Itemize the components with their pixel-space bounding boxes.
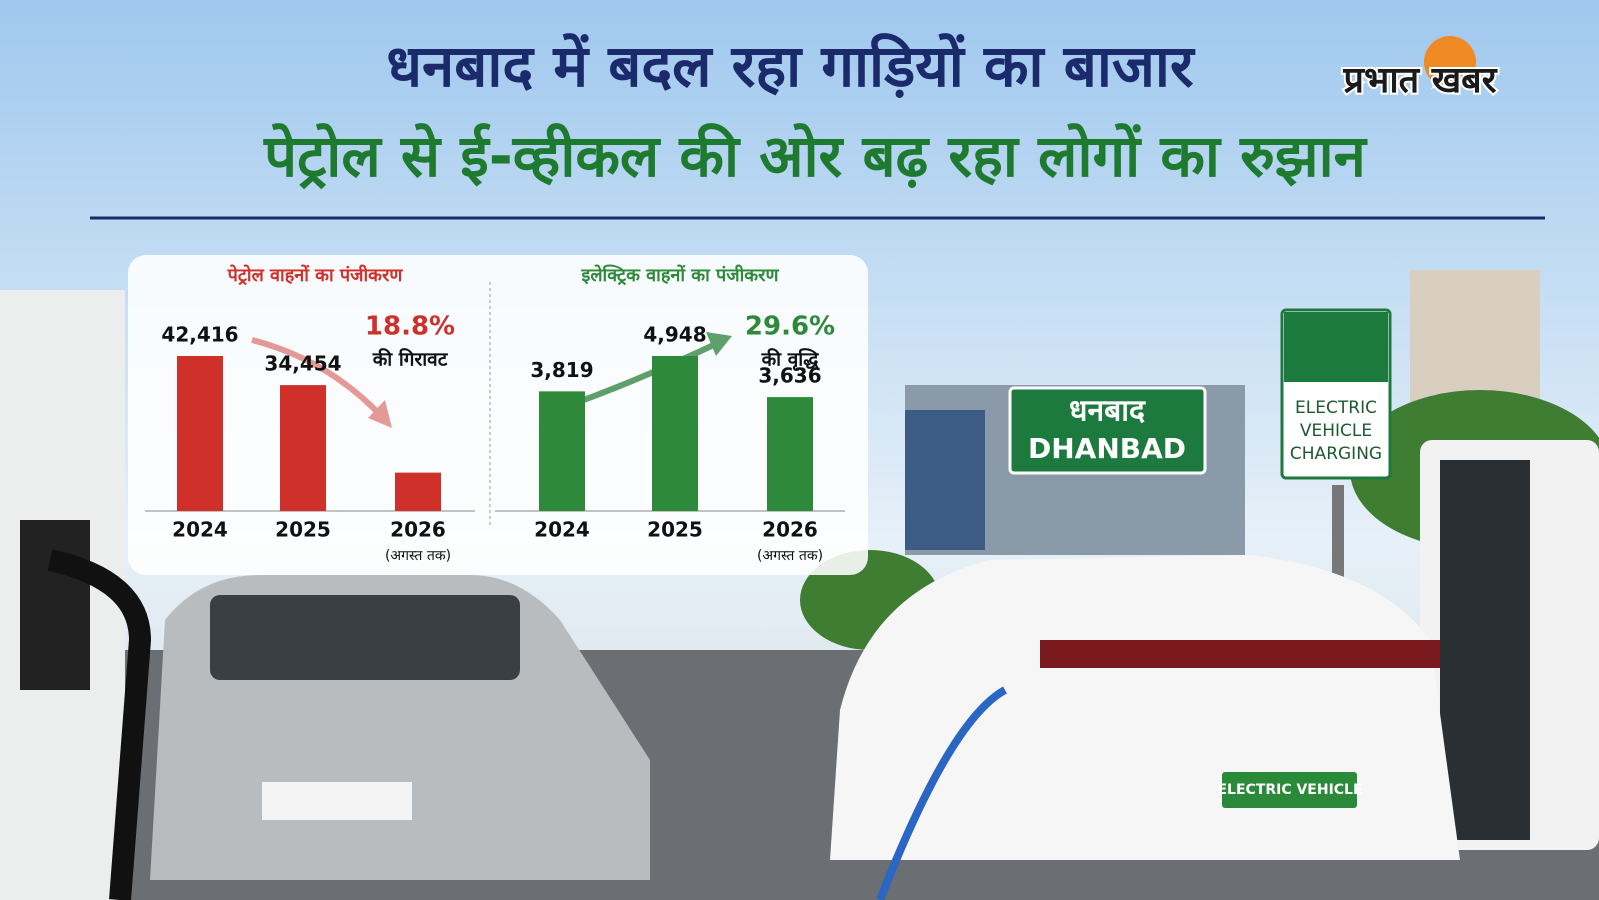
ev-charger-panel [1440,460,1530,840]
chart-panel [128,255,868,575]
growth-arrowhead [706,332,732,356]
decline-arrow [251,337,388,423]
petrol-car-window [210,595,520,680]
x-tick-label: 2024 [172,518,228,542]
charging-sign-text: ELECTRIC [1295,398,1377,418]
bar [767,397,813,511]
chart-title: इलेक्ट्रिक वाहनों का पंजीकरण [580,264,779,286]
x-tick-label: 2026 [390,518,446,542]
plate [1222,772,1357,808]
value-label: 34,454 [264,352,341,376]
decline-arrowhead [368,400,392,428]
charging-cable [876,686,1008,900]
value-label: 42,416 [161,323,238,347]
pump-nozzle-holder [20,520,90,690]
bar [280,385,326,511]
x-tick-label: 2025 [647,518,703,542]
bar [652,356,698,511]
plate-text: ELECTRIC VEHICLE [1217,782,1362,798]
charging-sign-text: CHARGING [1290,444,1382,464]
charging-sign-icon [1284,312,1388,382]
bar [177,356,223,511]
sign-pole [1332,485,1344,595]
headline-2: पेट्रोल से ई-व्हीकल की ओर बढ़ रहा लोगों … [263,122,1368,190]
brand-logo [1424,36,1476,88]
category-note: (अगस्त तक) [385,548,451,564]
bar [539,391,585,511]
value-label: 3,636 [758,364,821,388]
electric-car [830,555,1460,860]
x-tick-label: 2026 [762,518,818,542]
category-note: (अगस्त तक) [757,548,823,564]
headline-1: धनबाद में बदल रहा गाड़ियों का बाजार [386,32,1196,100]
bar [395,472,441,511]
road-sign [1008,386,1207,475]
electric-car-light [1040,640,1440,668]
chart-title: पेट्रोल वाहनों का पंजीकरण [227,264,404,286]
petrol-car-plate [262,782,412,820]
change-text: की वृद्धि [761,348,820,372]
change-label: 18.8% [365,312,455,342]
building-glass [905,410,985,550]
change-text: की गिरावट [372,348,449,371]
x-tick-label: 2024 [534,518,590,542]
value-label: 3,819 [530,358,593,382]
brand: प्रभात खबर [1343,60,1498,101]
pump-hose [47,549,152,900]
sign-english: DHANBAD [1028,432,1186,465]
change-label: 29.6% [745,312,835,342]
charging-sign-text: VEHICLE [1300,421,1372,441]
sign-hindi: धनबाद [1069,394,1146,429]
value-label: 4,948 [643,323,706,347]
x-tick-label: 2025 [275,518,331,542]
